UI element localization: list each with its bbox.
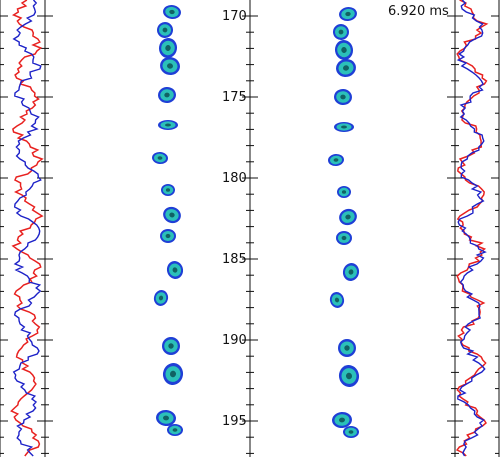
profile-red-left xyxy=(10,0,44,457)
blob-left-14-core xyxy=(163,415,169,421)
blob-right-10-core xyxy=(348,269,354,275)
blob-right-14-core xyxy=(339,417,345,423)
blob-right-1-core xyxy=(338,29,344,35)
blob-right-6-core xyxy=(333,158,339,162)
profile-red-right xyxy=(455,0,489,457)
blob-left-9-core xyxy=(165,233,171,239)
blob-left-3-core xyxy=(167,63,173,69)
tick-label-195: 195 xyxy=(222,414,247,429)
blob-left-12-core xyxy=(168,343,174,349)
blob-right-13-core xyxy=(345,372,353,380)
blob-left-4-core xyxy=(164,92,170,98)
blob-left-1-core xyxy=(162,27,168,33)
blob-right-4-core xyxy=(340,94,346,100)
blob-left-10-core xyxy=(172,267,178,273)
blob-right-5-core xyxy=(341,125,347,129)
tick-label-180: 180 xyxy=(222,171,247,186)
blob-right-12-core xyxy=(344,345,350,351)
blob-left-8-core xyxy=(169,212,175,218)
blob-left-7-core xyxy=(165,188,171,192)
profile-blue-left xyxy=(12,0,42,457)
blob-right-7-core xyxy=(341,190,347,194)
profile-blue-right xyxy=(456,0,487,457)
blob-left-13-core xyxy=(169,370,177,378)
blob-right-9-core xyxy=(341,235,347,241)
blob-left-15-core xyxy=(172,428,178,432)
blob-right-2-core xyxy=(341,47,347,53)
blob-left-11-core xyxy=(158,295,164,301)
blob-right-3-core xyxy=(343,65,349,71)
blob-left-6-core xyxy=(157,156,163,160)
blob-left-0-core xyxy=(169,9,175,15)
blob-left-2-core xyxy=(165,45,171,51)
time-readout: 6.920 ms xyxy=(388,4,449,19)
blob-right-11-core xyxy=(334,297,340,303)
tick-label-170: 170 xyxy=(222,9,247,24)
tick-label-185: 185 xyxy=(222,252,247,267)
blob-left-5-core xyxy=(165,123,171,127)
tick-label-175: 175 xyxy=(222,90,247,105)
blob-right-8-core xyxy=(345,214,351,220)
tick-label-190: 190 xyxy=(222,333,247,348)
blob-right-0-core xyxy=(345,11,351,17)
blob-right-15-core xyxy=(348,430,354,434)
